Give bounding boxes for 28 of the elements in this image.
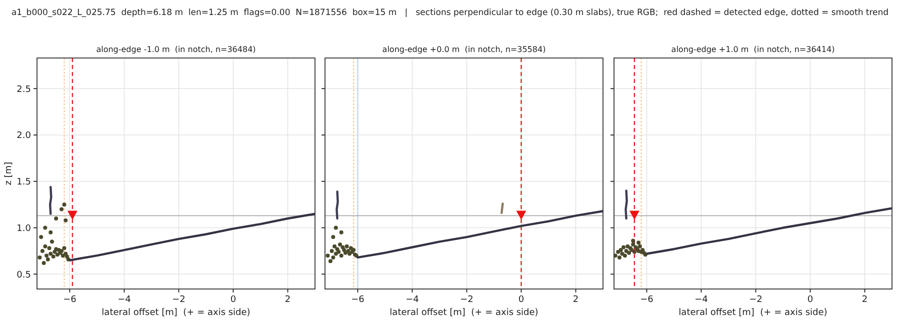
y-tick-label: 1.5 bbox=[16, 178, 31, 188]
x-tick-label: 2 bbox=[862, 295, 868, 305]
chart-title: along-edge +1.0 m (in notch, n=36414) bbox=[671, 45, 835, 54]
x-tick-label: −6 bbox=[63, 295, 77, 305]
x-tick-label: −2 bbox=[172, 295, 186, 305]
x-tick-label: −2 bbox=[749, 295, 762, 305]
x-axis-title: lateral offset [m] (+ = axis side) bbox=[390, 308, 538, 318]
x-tick-label: −4 bbox=[406, 295, 420, 305]
y-axis-title: z [m] bbox=[4, 162, 14, 186]
x-tick-label: 2 bbox=[284, 295, 291, 305]
y-tick-label: 0.5 bbox=[16, 270, 31, 280]
x-tick-label: 0 bbox=[807, 295, 814, 305]
chart-title: along-edge +0.0 m (in notch, n=35584) bbox=[382, 45, 546, 54]
y-tick-label: 2.0 bbox=[16, 131, 32, 142]
x-tick-label: −4 bbox=[118, 295, 132, 305]
x-tick-label: −6 bbox=[351, 295, 365, 305]
x-tick-label: 0 bbox=[230, 295, 236, 305]
x-axis-title: lateral offset [m] (+ = axis side) bbox=[102, 308, 250, 318]
x-tick-label: 0 bbox=[518, 295, 524, 305]
text: a1_b000_s022_L_025.75 depth=6.18 m len=1.25 m flags=0.00 N=1871556 box=15 m | sections perpendicular to edge (0.30 m slabs), true RGB; red dashed = detected edge, dotted = smooth trend bbox=[11, 8, 889, 18]
chart-title: along-edge -1.0 m (in notch, n=36484) bbox=[96, 45, 256, 54]
y-tick-label: 2.5 bbox=[16, 84, 31, 95]
x-axis-title: lateral offset [m] (+ = axis side) bbox=[678, 308, 828, 318]
x-tick-label: −4 bbox=[694, 295, 708, 305]
x-tick-label: −6 bbox=[640, 295, 654, 305]
y-tick-label: 1.0 bbox=[16, 224, 32, 234]
x-tick-label: −2 bbox=[460, 295, 474, 305]
x-tick-label: 2 bbox=[572, 295, 579, 305]
